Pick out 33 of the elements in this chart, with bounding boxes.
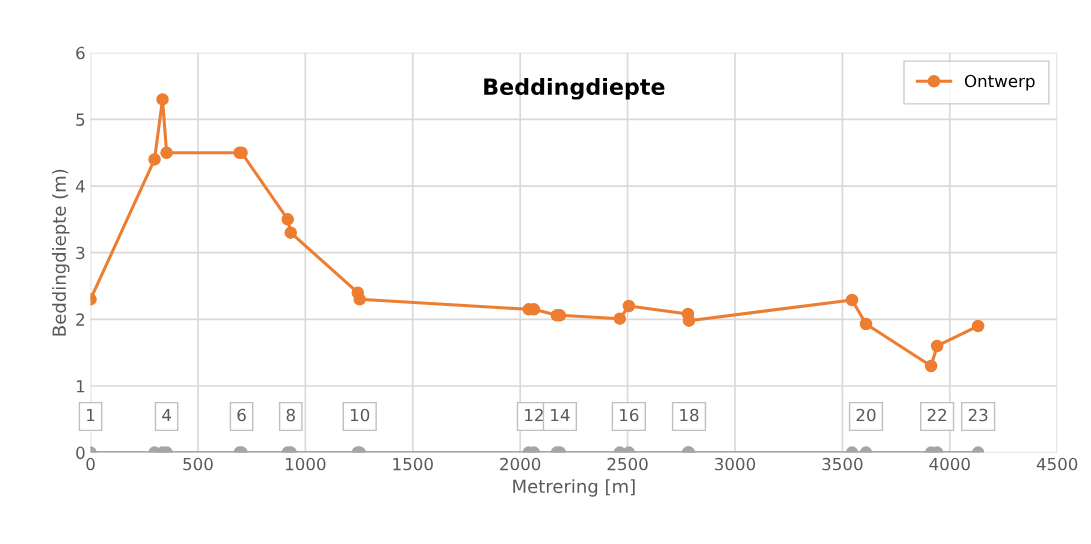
x-tick-label: 4500 <box>1036 457 1078 471</box>
annotation: 23 <box>968 408 988 422</box>
annotation: 10 <box>350 408 370 422</box>
y-tick-label: 3 <box>76 246 85 260</box>
x-tick-label: 2500 <box>607 457 648 471</box>
x-tick-label: 2000 <box>500 457 541 471</box>
annotation: 6 <box>237 408 246 422</box>
x-tick-label: 1500 <box>393 457 433 471</box>
x-axis-title: Metrering [m] <box>513 479 635 497</box>
annotation: 4 <box>162 408 171 422</box>
annotation: 14 <box>551 408 570 422</box>
x-tick-label: 0 <box>86 457 95 471</box>
x-tick-label: 500 <box>183 457 213 471</box>
y-tick-label: 2 <box>76 313 85 326</box>
x-tick-label: 3000 <box>715 457 756 471</box>
x-tick-label: 1000 <box>285 457 326 471</box>
y-tick-label: 5 <box>76 113 85 126</box>
annotation: 22 <box>927 408 947 422</box>
annotation: 16 <box>620 408 639 422</box>
legend-label: Ontwerp <box>964 74 1035 91</box>
annotation: 8 <box>286 408 295 422</box>
y-tick-label: 4 <box>75 180 85 193</box>
annotation: 1 <box>87 408 95 422</box>
x-tick-label: 4000 <box>929 457 970 471</box>
text: Beddingdiepte <box>484 77 665 100</box>
x-tick-label: 3500 <box>822 457 863 471</box>
annotation: 18 <box>680 408 699 422</box>
y-tick-label: 1 <box>76 380 85 393</box>
annotation: 20 <box>856 408 876 422</box>
y-tick-label: 6 <box>76 46 85 60</box>
y-axis-title: Beddingdiepte (m) <box>52 169 70 336</box>
annotation: 12 <box>525 408 543 422</box>
y-tick-label: 0 <box>76 446 85 460</box>
